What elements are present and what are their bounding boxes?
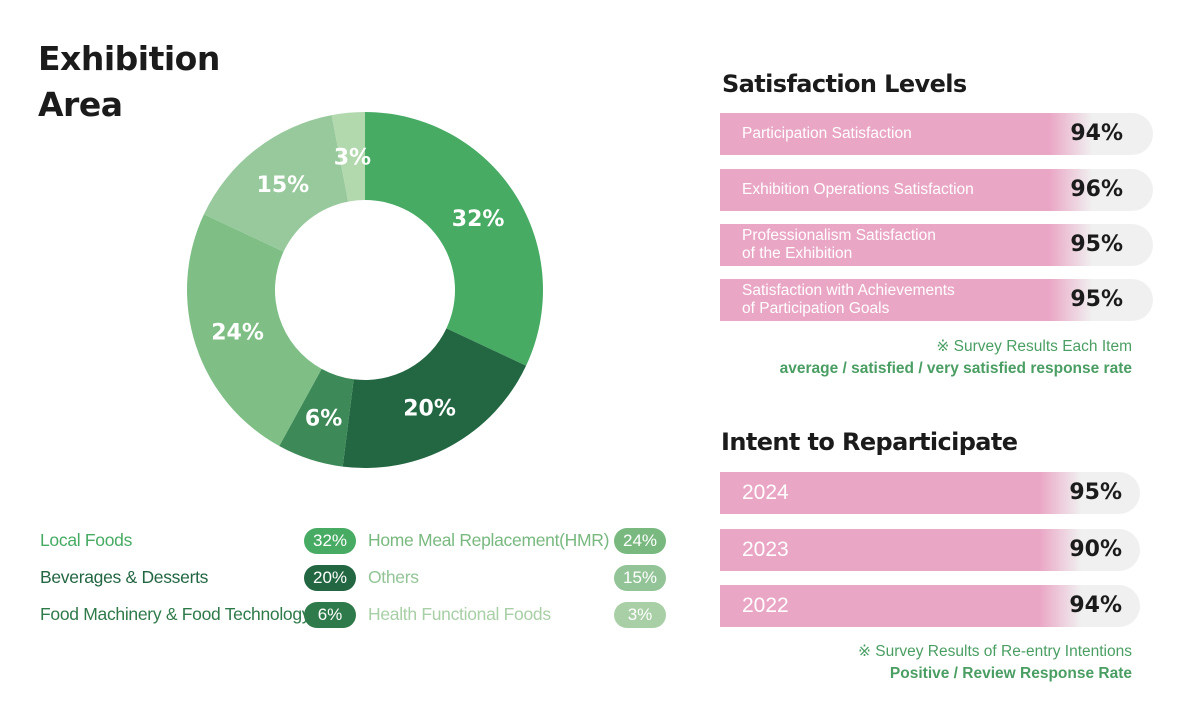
legend-item-health-functional-foods: Health Functional Foods 3% — [368, 602, 666, 630]
label-line-1: Participation Satisfaction — [742, 125, 912, 142]
reparticipate-year: 2024 — [742, 481, 789, 504]
donut-slice-health-functional-foods — [331, 112, 365, 202]
satisfaction-bar-value: 96% — [1070, 177, 1123, 202]
label-line-1: Professionalism Satisfaction — [742, 227, 936, 244]
legend-label: Local Foods — [40, 530, 133, 550]
reparticipate-value: 94% — [1069, 593, 1122, 618]
note-line-2: average / satisfied / very satisfied res… — [779, 360, 1132, 377]
legend-value-pill: 20% — [304, 565, 356, 591]
satisfaction-bar-label: Satisfaction with Achievements of Partic… — [742, 279, 955, 321]
title-line-2: Area — [38, 85, 123, 124]
satisfaction-bar: Exhibition Operations Satisfaction 96% — [720, 169, 1153, 211]
donut-slice-others — [203, 115, 349, 252]
satisfaction-bar: Satisfaction with Achievements of Partic… — [720, 279, 1153, 321]
legend-label: Food Machinery & Food Technology — [40, 604, 311, 624]
exhibition-area-title: Exhibition Area — [38, 36, 220, 128]
legend-label: Beverages & Desserts — [40, 567, 209, 587]
note-line-1: ※ Survey Results of Re-entry Intentions — [857, 643, 1132, 660]
legend-item-beverages-desserts: Beverages & Desserts 20% — [40, 565, 356, 593]
satisfaction-bar-value: 95% — [1070, 287, 1123, 312]
legend-item-local-foods: Local Foods 32% — [40, 528, 356, 556]
legend-value-pill: 32% — [304, 528, 356, 554]
satisfaction-bar-label: Exhibition Operations Satisfaction — [742, 169, 974, 211]
satisfaction-bar-value: 94% — [1070, 121, 1123, 146]
satisfaction-bar-value: 95% — [1070, 232, 1123, 257]
label-line-1: Satisfaction with Achievements — [742, 282, 955, 299]
reparticipate-year: 2023 — [742, 538, 789, 561]
legend-item-hmr: Home Meal Replacement(HMR) 24% — [368, 528, 666, 556]
satisfaction-title: Satisfaction Levels — [722, 70, 967, 98]
donut-slice-home-meal-replacement-hmr — [186, 214, 322, 446]
donut-slice-value-label: 3% — [334, 146, 371, 171]
reparticipate-bar: 2022 94% — [720, 585, 1140, 627]
legend-label: Others — [368, 567, 419, 587]
donut-slice-beverages-desserts — [342, 328, 527, 468]
legend-value-pill: 15% — [614, 565, 666, 591]
satisfaction-bar: Participation Satisfaction 94% — [720, 113, 1153, 155]
donut-slice-value-label: 20% — [403, 396, 456, 421]
donut-legend: Local Foods 32% Beverages & Desserts 20%… — [40, 528, 670, 638]
donut-slice-local-foods — [365, 112, 543, 366]
label-line-1: Exhibition Operations Satisfaction — [742, 181, 974, 198]
legend-value-pill: 6% — [304, 602, 356, 628]
reparticipate-title: Intent to Reparticipate — [721, 428, 1018, 456]
note-line-2: Positive / Review Response Rate — [889, 665, 1132, 682]
legend-label: Health Functional Foods — [368, 604, 551, 624]
donut-slice-value-label: 24% — [211, 320, 264, 345]
reparticipate-bar: 2024 95% — [720, 472, 1140, 514]
label-line-2: of Participation Goals — [742, 300, 890, 317]
legend-value-pill: 24% — [614, 528, 666, 554]
legend-label: Home Meal Replacement(HMR) — [368, 530, 610, 550]
reparticipate-value: 90% — [1069, 537, 1122, 562]
satisfaction-bar-label: Professionalism Satisfaction of the Exhi… — [742, 224, 936, 266]
reparticipate-value: 95% — [1069, 480, 1122, 505]
legend-item-food-machinery: Food Machinery & Food Technology 6% — [40, 602, 356, 630]
satisfaction-bar-label: Participation Satisfaction — [742, 113, 912, 155]
note-line-1: ※ Survey Results Each Item — [936, 338, 1132, 355]
donut-slice-value-label: 6% — [305, 406, 342, 431]
donut-slice-food-machinery-food-technology — [279, 368, 354, 467]
satisfaction-note: ※ Survey Results Each Item average / sat… — [780, 336, 1132, 380]
label-line-2: of the Exhibition — [742, 245, 853, 262]
donut-slice-value-label: 32% — [452, 207, 505, 232]
satisfaction-bar: Professionalism Satisfaction of the Exhi… — [720, 224, 1153, 266]
reparticipate-year: 2022 — [742, 594, 789, 617]
reparticipate-bar: 2023 90% — [720, 529, 1140, 571]
donut-slice-value-label: 15% — [257, 173, 310, 198]
exhibition-donut-chart: 32% 20% 6% 24% 15% 3% — [186, 112, 543, 468]
reparticipate-note: ※ Survey Results of Re-entry Intentions … — [858, 641, 1132, 685]
legend-item-others: Others 15% — [368, 565, 666, 593]
title-line-1: Exhibition — [38, 39, 220, 78]
legend-value-pill: 3% — [614, 602, 666, 628]
